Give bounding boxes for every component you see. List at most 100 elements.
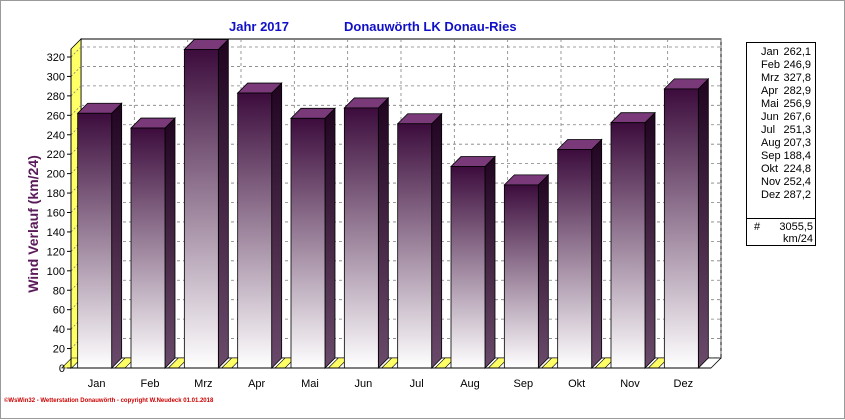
x-tick-label: Mrz bbox=[194, 378, 212, 390]
bar-side bbox=[324, 107, 336, 369]
x-tick-label: Aug bbox=[460, 378, 480, 390]
legend-month: Sep bbox=[761, 150, 781, 162]
legend-row: Mai 256,9 bbox=[747, 98, 813, 111]
bar-side bbox=[377, 96, 389, 369]
bar-front bbox=[130, 127, 166, 369]
bar-chart-plot: 0 20 40 60 80 100 120 140 160 180 200 220 240 260 280 3… bbox=[47, 38, 722, 390]
legend-value: 262,1 bbox=[783, 46, 811, 58]
bar-front bbox=[77, 112, 113, 369]
y-tick-label: 240 bbox=[47, 130, 65, 142]
bar-front bbox=[610, 122, 646, 369]
legend-row: Aug 207,3 bbox=[747, 137, 813, 150]
legend-month: Jan bbox=[761, 46, 779, 58]
chart-title-year: Jahr 2017 bbox=[229, 19, 289, 34]
legend-row: Mrz 327,8 bbox=[747, 72, 813, 85]
legend-month: Jul bbox=[761, 124, 776, 136]
x-tick-label: Jan bbox=[88, 378, 106, 390]
legend-month: Dez bbox=[761, 189, 781, 201]
bar-front bbox=[343, 107, 379, 369]
legend-month: Aug bbox=[761, 137, 781, 149]
x-tick-label: Jun bbox=[354, 378, 372, 390]
legend-separator bbox=[747, 218, 815, 219]
bar bbox=[60, 102, 123, 369]
total-unit: km/24 bbox=[783, 233, 813, 245]
bar-side bbox=[217, 38, 229, 369]
legend-value: 256,9 bbox=[783, 98, 811, 110]
y-tick-label: 200 bbox=[47, 169, 65, 181]
legend-value: 327,8 bbox=[783, 72, 811, 84]
x-tick-label: Apr bbox=[248, 378, 265, 390]
total-symbol: # bbox=[754, 221, 761, 233]
bar bbox=[434, 155, 496, 369]
bar-side bbox=[431, 112, 443, 369]
y-tick-label: 260 bbox=[47, 110, 65, 122]
bar bbox=[327, 96, 390, 369]
legend-row: Sep 188,4 bbox=[747, 150, 813, 163]
bar-side bbox=[111, 102, 123, 369]
y-tick-label: 100 bbox=[47, 266, 65, 278]
bar-front bbox=[183, 49, 219, 369]
x-tick-label: Okt bbox=[568, 378, 585, 390]
bar-side bbox=[644, 111, 656, 369]
legend-month: Okt bbox=[761, 163, 779, 175]
legend-row: Jun 267,6 bbox=[747, 111, 813, 124]
chart-title-station: Donauwörth LK Donau-Ries bbox=[344, 19, 517, 34]
x-tick-label: Dez bbox=[674, 378, 694, 390]
bar-side bbox=[164, 117, 176, 369]
bar-front bbox=[450, 166, 486, 369]
bar bbox=[114, 117, 176, 369]
y-tick-label: 20 bbox=[53, 344, 65, 356]
y-tick-label: 140 bbox=[47, 227, 65, 239]
legend-row: Apr 282,9 bbox=[747, 85, 813, 98]
bar-side bbox=[484, 155, 496, 369]
y-tick-label: 300 bbox=[47, 71, 65, 83]
bar-front bbox=[663, 88, 699, 369]
x-tick-label: Feb bbox=[141, 378, 160, 390]
bar-front bbox=[557, 149, 593, 369]
y-tick-label: 120 bbox=[47, 246, 65, 258]
bar-front bbox=[290, 117, 326, 369]
y-tick-label: 280 bbox=[47, 91, 65, 103]
legend-row: Jan 262,1 bbox=[747, 46, 813, 59]
bar bbox=[647, 77, 710, 369]
legend-month: Apr bbox=[761, 85, 779, 97]
bar bbox=[540, 138, 603, 369]
bar bbox=[594, 111, 656, 369]
value-legend: Jan 262,1 Feb 246,9 Mrz 327,8 Apr 282,9 Mai 256,9… bbox=[746, 42, 816, 246]
y-tick-label: 320 bbox=[47, 52, 65, 64]
y-tick-label: 160 bbox=[47, 208, 65, 220]
bar bbox=[167, 38, 230, 369]
legend-value: 287,2 bbox=[783, 189, 811, 201]
bar-side bbox=[537, 173, 549, 369]
legend-value: 224,8 bbox=[783, 163, 811, 175]
y-tick-label: 0 bbox=[59, 363, 65, 375]
legend-row: Dez 287,2 bbox=[747, 189, 813, 202]
bar bbox=[274, 107, 336, 369]
legend-value: 267,6 bbox=[783, 111, 811, 123]
y-tick-label: 220 bbox=[47, 149, 65, 161]
x-tick-label: Nov bbox=[620, 378, 640, 390]
legend-month: Feb bbox=[761, 59, 780, 71]
x-tick-label: Jul bbox=[410, 378, 424, 390]
bar-front bbox=[397, 123, 433, 369]
x-tick-label: Mai bbox=[301, 378, 319, 390]
y-tick-label: 60 bbox=[53, 305, 65, 317]
bar-side bbox=[271, 82, 283, 369]
bar-side bbox=[591, 138, 603, 369]
legend-value: 251,3 bbox=[783, 124, 811, 136]
legend-month: Mrz bbox=[761, 72, 780, 84]
bar bbox=[220, 82, 283, 369]
bar-front bbox=[237, 92, 273, 369]
y-tick-label: 180 bbox=[47, 188, 65, 200]
legend-value: 282,9 bbox=[783, 85, 811, 97]
bar bbox=[487, 173, 550, 369]
legend-month: Mai bbox=[761, 98, 779, 110]
legend-month: Nov bbox=[761, 176, 781, 188]
legend-value: 207,3 bbox=[783, 137, 811, 149]
legend-month: Jun bbox=[761, 111, 779, 123]
bar bbox=[380, 112, 443, 369]
legend-value: 246,9 bbox=[783, 59, 811, 71]
x-tick-label: Sep bbox=[514, 378, 534, 390]
legend-row: Okt 224,8 bbox=[747, 163, 813, 176]
